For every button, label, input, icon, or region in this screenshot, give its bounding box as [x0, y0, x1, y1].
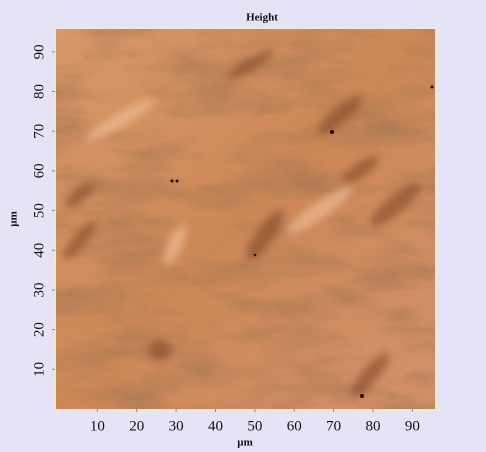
x-tick-label: 90 — [405, 418, 420, 434]
x-tick-label: 50 — [247, 418, 262, 434]
y-tick-label: 90 — [31, 44, 47, 59]
x-tick-label: 10 — [90, 418, 105, 434]
y-tick-label: 20 — [31, 322, 47, 337]
y-tick-label: 10 — [31, 362, 47, 377]
afm-image — [55, 28, 436, 410]
chart: Height µm µm 10 20 30 40 50 60 70 80 90 10 20 30 40 5… — [0, 0, 486, 452]
y-tick-label: 80 — [31, 84, 47, 99]
y-axis-label: µm — [8, 211, 20, 227]
x-axis-label: µm — [237, 437, 253, 449]
y-tick-label: 40 — [31, 243, 47, 258]
x-tick-label: 60 — [287, 418, 302, 434]
x-tick-label: 40 — [208, 418, 223, 434]
chart-title: Height — [246, 12, 278, 24]
y-tick-label: 60 — [31, 163, 47, 178]
x-tick-label: 20 — [129, 418, 144, 434]
x-tick-label: 80 — [366, 418, 381, 434]
y-tick-label: 50 — [31, 203, 47, 218]
y-tick-label: 30 — [31, 282, 47, 297]
y-tick-label: 70 — [31, 124, 47, 139]
x-tick-label: 70 — [326, 418, 341, 434]
x-tick-label: 30 — [169, 418, 184, 434]
